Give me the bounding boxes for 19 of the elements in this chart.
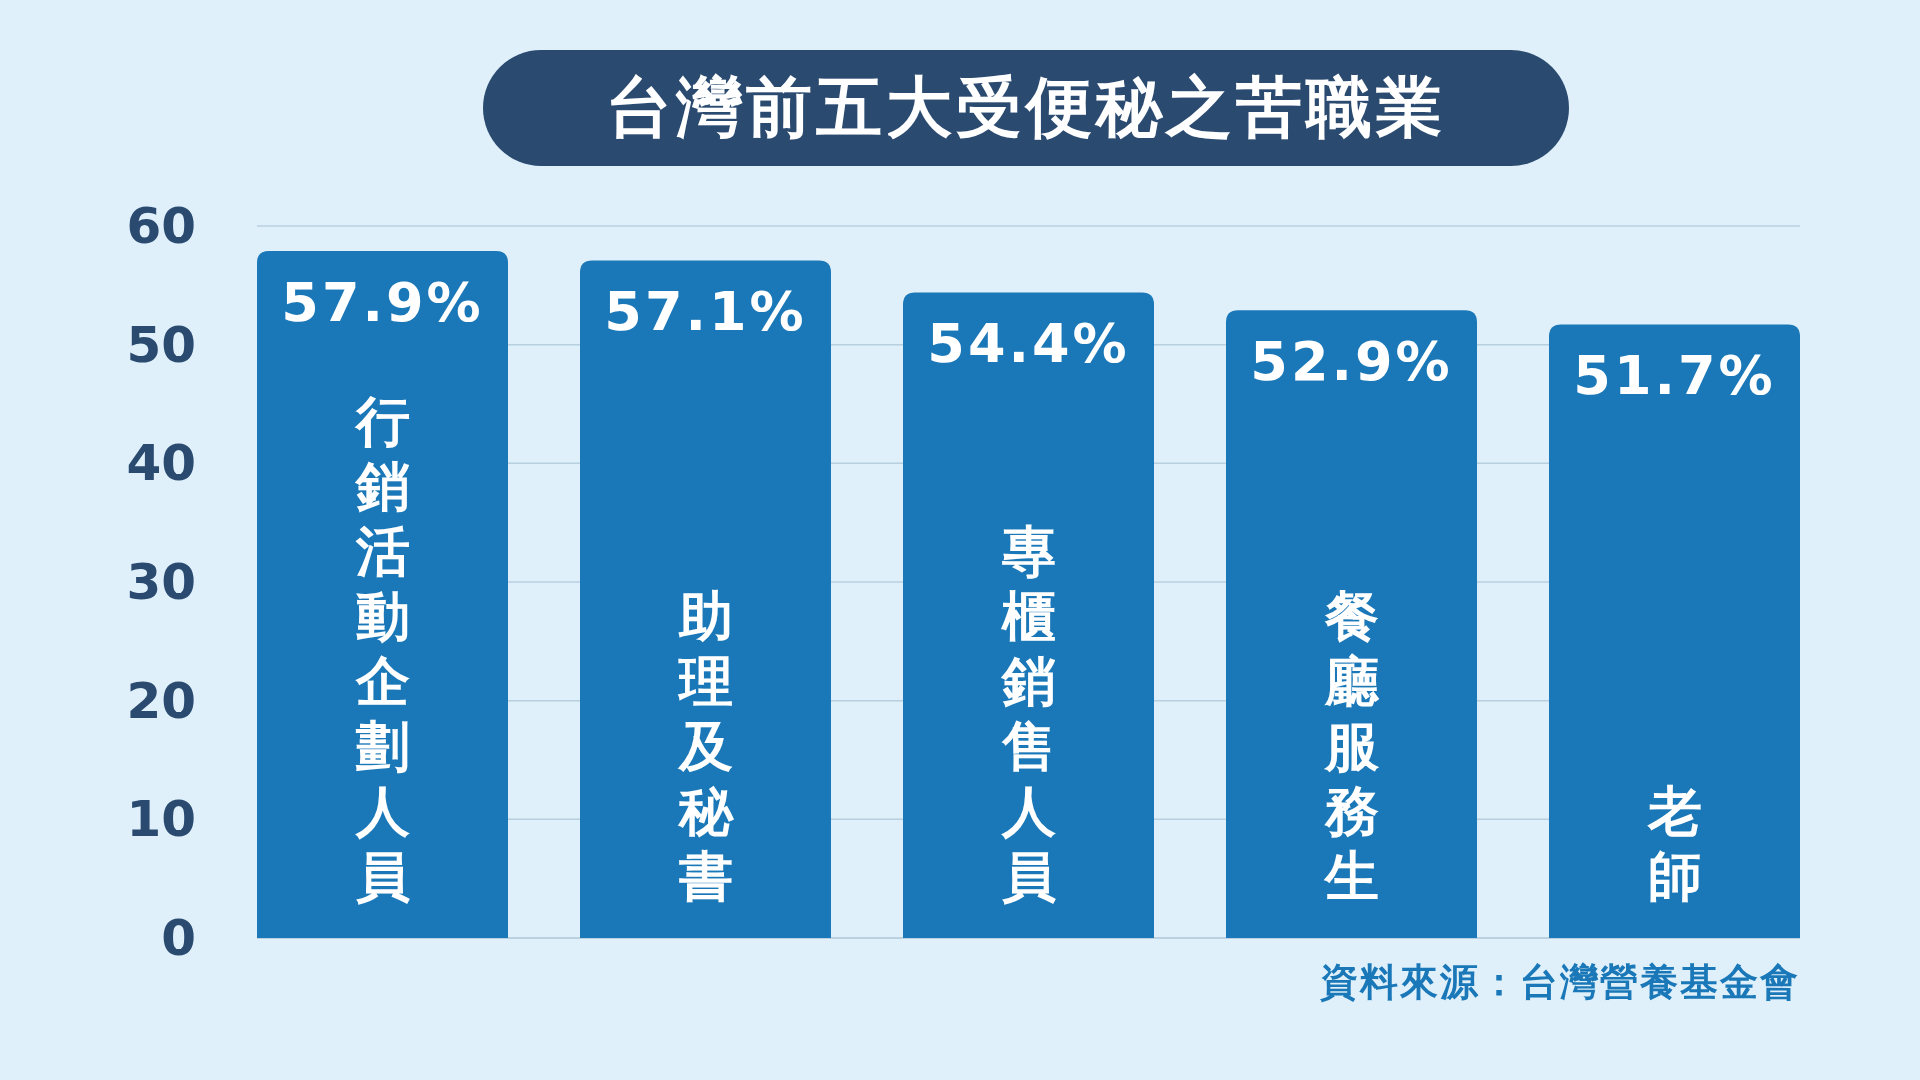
y-tick-label: 50 xyxy=(126,315,196,374)
data-label: 51.7% xyxy=(1573,344,1776,408)
x-tick-label: 老師 xyxy=(1646,780,1702,908)
x-tick-label: 行銷活動企劃人員 xyxy=(353,390,410,908)
data-label: 54.4% xyxy=(927,312,1130,376)
y-tick-label: 10 xyxy=(126,790,196,849)
data-label: 52.9% xyxy=(1250,330,1453,394)
x-tick-label: 專櫃銷售人員 xyxy=(999,520,1056,908)
source-note: 資料來源：台灣營養基金會 xyxy=(1320,960,1800,1004)
y-tick-label: 0 xyxy=(161,909,196,967)
y-tick-label: 60 xyxy=(126,197,196,255)
data-label: 57.1% xyxy=(604,280,807,344)
x-tick-label: 餐廳服務生 xyxy=(1322,585,1380,908)
y-tick-label: 40 xyxy=(126,434,196,493)
y-tick-label: 20 xyxy=(126,671,196,730)
data-label: 57.9% xyxy=(281,270,484,334)
chart-title: 台灣前五大受便秘之苦職業 xyxy=(606,69,1446,146)
y-tick-label: 30 xyxy=(126,553,196,611)
x-tick-label: 助理及秘書 xyxy=(676,585,734,908)
